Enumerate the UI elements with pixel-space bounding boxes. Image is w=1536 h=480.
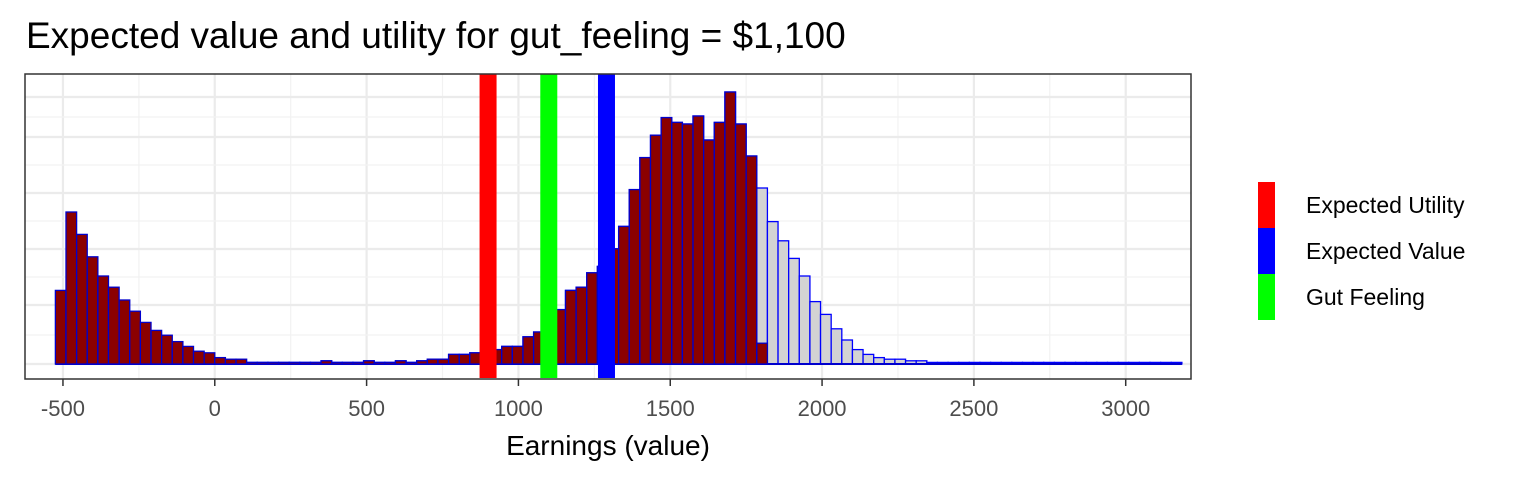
histogram-bar bbox=[182, 345, 195, 365]
histogram-bar bbox=[405, 361, 418, 365]
histogram-bar bbox=[192, 350, 205, 365]
histogram-bar bbox=[65, 211, 78, 365]
chart-title: Expected value and utility for gut_feeli… bbox=[26, 15, 846, 56]
histogram-bar bbox=[224, 358, 237, 365]
reference-line bbox=[479, 74, 497, 378]
histogram-bar bbox=[777, 240, 790, 365]
histogram-bar bbox=[660, 116, 673, 365]
histogram-bar bbox=[788, 257, 800, 365]
histogram-bar bbox=[522, 336, 535, 365]
reference-line bbox=[540, 74, 558, 378]
x-tick-label: 1500 bbox=[646, 396, 695, 421]
histogram-bar bbox=[129, 310, 142, 365]
x-axis: -500 0 500 1000 1500 2000 2500 3000 bbox=[41, 379, 1150, 421]
x-tick-label: 1000 bbox=[494, 396, 543, 421]
reference-lines bbox=[479, 74, 615, 378]
histogram-bar bbox=[639, 156, 652, 365]
histogram-red-series bbox=[54, 91, 769, 365]
histogram-bar bbox=[702, 139, 715, 365]
x-tick-label: 3000 bbox=[1101, 396, 1150, 421]
histogram-bar bbox=[671, 121, 684, 365]
x-axis-label: Earnings (value) bbox=[506, 430, 710, 461]
histogram-bar bbox=[575, 286, 588, 365]
histogram-bar bbox=[373, 361, 386, 365]
legend-key bbox=[1258, 182, 1275, 228]
histogram-bar bbox=[830, 328, 843, 365]
legend: Expected Utility Expected Value Gut Feelin… bbox=[1258, 182, 1465, 320]
histogram-bar bbox=[246, 361, 258, 365]
histogram-bar bbox=[320, 360, 333, 365]
histogram-bar bbox=[511, 345, 524, 365]
histogram-bar bbox=[756, 187, 769, 365]
histogram-bar bbox=[139, 321, 152, 365]
histogram-bar bbox=[235, 358, 248, 365]
histogram-bar bbox=[756, 342, 769, 365]
histogram-bar bbox=[809, 300, 822, 365]
histogram-bar bbox=[86, 256, 99, 365]
histogram-bar bbox=[362, 360, 375, 365]
histogram-bar bbox=[628, 188, 641, 365]
legend-label: Expected Utility bbox=[1306, 192, 1465, 218]
histogram-bar bbox=[277, 361, 290, 365]
histogram-bar bbox=[256, 361, 269, 365]
histogram-bar bbox=[288, 361, 301, 365]
histogram-bar bbox=[384, 361, 397, 365]
histogram-bar bbox=[851, 348, 864, 365]
plot-border bbox=[24, 73, 1192, 380]
histogram-bar bbox=[394, 360, 407, 365]
histogram-bar bbox=[299, 361, 312, 365]
histogram-bar bbox=[352, 361, 365, 365]
legend-label: Expected Value bbox=[1306, 238, 1465, 264]
legend-label: Gut Feeling bbox=[1306, 284, 1425, 310]
histogram-bar bbox=[416, 360, 428, 365]
x-tick-label: 0 bbox=[209, 396, 221, 421]
histogram-bar bbox=[766, 220, 779, 365]
histogram-bar bbox=[681, 123, 694, 365]
histogram-bar bbox=[331, 361, 343, 365]
histogram-bar bbox=[469, 352, 482, 365]
histogram-bar bbox=[150, 329, 163, 365]
legend-key bbox=[1258, 228, 1275, 274]
histogram-bar bbox=[564, 289, 577, 365]
histogram-bar bbox=[267, 361, 280, 365]
histogram-bar bbox=[692, 115, 705, 365]
histogram-bar bbox=[458, 353, 471, 365]
histogram-bar bbox=[118, 299, 131, 365]
histogram-bar bbox=[160, 334, 173, 365]
histogram-bar bbox=[862, 353, 875, 365]
histogram-bar bbox=[841, 339, 854, 365]
histogram-bar bbox=[586, 272, 599, 365]
legend-key bbox=[1258, 274, 1275, 320]
histogram-bar bbox=[54, 289, 67, 365]
histogram-bar bbox=[724, 91, 737, 365]
histogram-bar bbox=[447, 353, 460, 365]
histogram-bar bbox=[798, 275, 811, 365]
histogram-bar bbox=[713, 121, 726, 365]
histogram-bar bbox=[75, 233, 88, 365]
histogram-bar bbox=[171, 340, 184, 365]
histogram-bar bbox=[734, 123, 747, 365]
x-tick-label: 500 bbox=[348, 396, 385, 421]
histogram-bar bbox=[309, 361, 322, 365]
histogram-bar bbox=[501, 345, 514, 365]
reference-line bbox=[597, 74, 615, 378]
histogram-bar bbox=[97, 275, 110, 365]
histogram-bar bbox=[617, 225, 630, 365]
x-tick-label: 2500 bbox=[949, 396, 998, 421]
histogram-bar bbox=[341, 361, 354, 365]
histogram-bar bbox=[437, 358, 450, 365]
x-tick-label: 2000 bbox=[798, 396, 847, 421]
x-tick-label: -500 bbox=[41, 396, 85, 421]
histogram-bar bbox=[426, 358, 439, 365]
histogram-bar bbox=[649, 134, 662, 365]
histogram-bar bbox=[107, 286, 120, 365]
histogram-bar bbox=[819, 313, 832, 365]
histogram-bar bbox=[745, 155, 758, 365]
histogram-bar bbox=[214, 356, 227, 365]
histogram-bar bbox=[203, 352, 216, 365]
